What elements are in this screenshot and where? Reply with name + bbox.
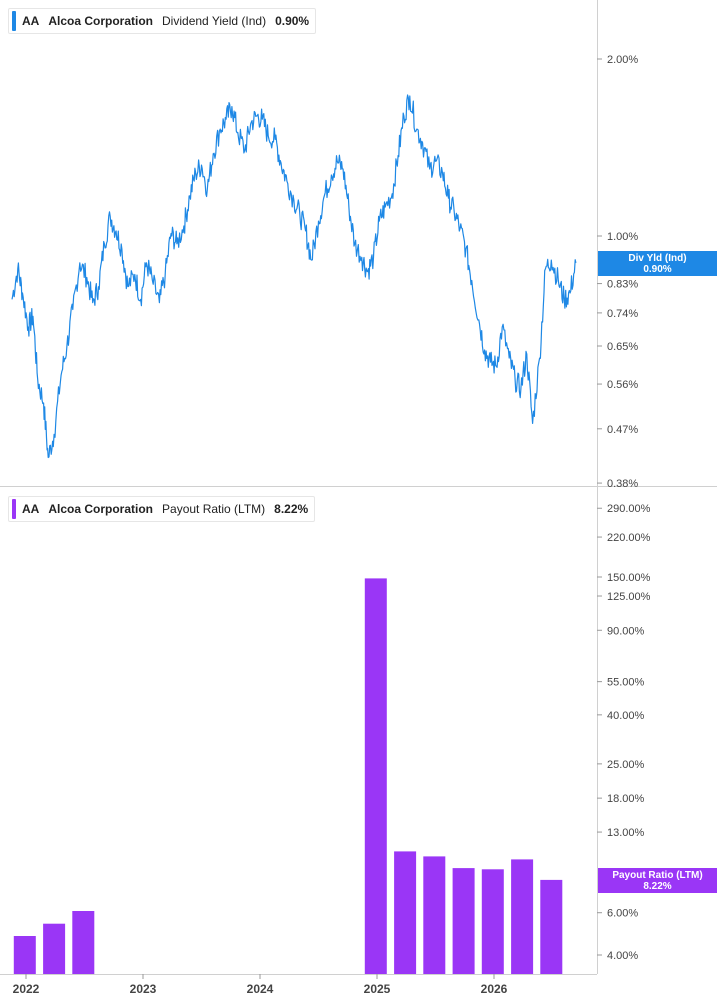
series-color-swatch bbox=[12, 499, 16, 519]
dividend-yield-panel bbox=[11, 94, 577, 459]
tag-label: Div Yld (Ind) bbox=[628, 253, 687, 264]
x-tick-label: 2026 bbox=[481, 982, 508, 996]
payout-ratio-bar bbox=[423, 856, 446, 974]
y-tick-label: 90.00% bbox=[607, 625, 645, 637]
legend-metric: Payout Ratio (LTM) bbox=[162, 502, 266, 516]
y-tick-label: 0.47% bbox=[607, 424, 638, 436]
payout-ratio-value-tag: Payout Ratio (LTM) 8.22% bbox=[598, 868, 717, 893]
payout-ratio-bar bbox=[13, 936, 36, 974]
y-tick-label: 40.00% bbox=[607, 710, 645, 722]
payout-ratio-bar bbox=[43, 923, 66, 974]
y-tick-label: 0.38% bbox=[607, 478, 638, 490]
y-tick-label: 4.00% bbox=[607, 950, 638, 962]
payout-ratio-bar bbox=[481, 869, 504, 974]
x-tick-label: 2025 bbox=[364, 982, 391, 996]
y-tick-label: 290.00% bbox=[607, 503, 651, 515]
y-tick-label: 220.00% bbox=[607, 532, 651, 544]
legend-metric: Dividend Yield (Ind) bbox=[162, 14, 267, 28]
y-tick-label: 18.00% bbox=[607, 793, 645, 805]
legend-value: 0.90% bbox=[275, 14, 310, 28]
dividend-yield-line bbox=[11, 94, 577, 459]
y-tick-label: 0.56% bbox=[607, 379, 638, 391]
payout-ratio-bar bbox=[511, 859, 534, 974]
y-tick-label: 0.74% bbox=[607, 308, 638, 320]
payout-ratio-panel bbox=[13, 578, 563, 974]
payout-ratio-bar bbox=[540, 879, 563, 974]
y-tick-label: 150.00% bbox=[607, 572, 651, 584]
legend-payout-ratio: AA Alcoa Corporation Payout Ratio (LTM) … bbox=[8, 496, 316, 522]
y-tick-label: 25.00% bbox=[607, 759, 645, 771]
series-color-swatch bbox=[12, 11, 16, 31]
y-tick-label: 13.00% bbox=[607, 827, 645, 839]
y-tick-label: 55.00% bbox=[607, 677, 645, 689]
y-tick-label: 125.00% bbox=[607, 591, 651, 603]
y-tick-label: 1.00% bbox=[607, 231, 638, 243]
payout-ratio-bar bbox=[394, 851, 417, 974]
x-tick-label: 2023 bbox=[130, 982, 157, 996]
x-tick-label: 2024 bbox=[247, 982, 274, 996]
dividend-yield-value-tag: Div Yld (Ind) 0.90% bbox=[598, 251, 717, 276]
legend-symbol: AA bbox=[22, 14, 40, 28]
tag-value: 8.22% bbox=[643, 881, 672, 892]
payout-ratio-bar bbox=[452, 868, 475, 974]
y-tick-label: 2.00% bbox=[607, 54, 638, 66]
y-tick-label: 6.00% bbox=[607, 908, 638, 920]
payout-ratio-bar bbox=[72, 911, 95, 974]
legend-company: Alcoa Corporation bbox=[48, 14, 154, 28]
y-tick-label: 0.65% bbox=[607, 341, 638, 353]
legend-company: Alcoa Corporation bbox=[48, 502, 154, 516]
tag-value: 0.90% bbox=[643, 264, 672, 275]
payout-ratio-bar bbox=[364, 578, 387, 974]
tag-label: Payout Ratio (LTM) bbox=[612, 870, 703, 881]
legend-value: 8.22% bbox=[274, 502, 309, 516]
x-tick-label: 2022 bbox=[13, 982, 40, 996]
legend-dividend-yield: AA Alcoa Corporation Dividend Yield (Ind… bbox=[8, 8, 317, 34]
legend-symbol: AA bbox=[22, 502, 40, 516]
y-tick-label: 0.83% bbox=[607, 279, 638, 291]
